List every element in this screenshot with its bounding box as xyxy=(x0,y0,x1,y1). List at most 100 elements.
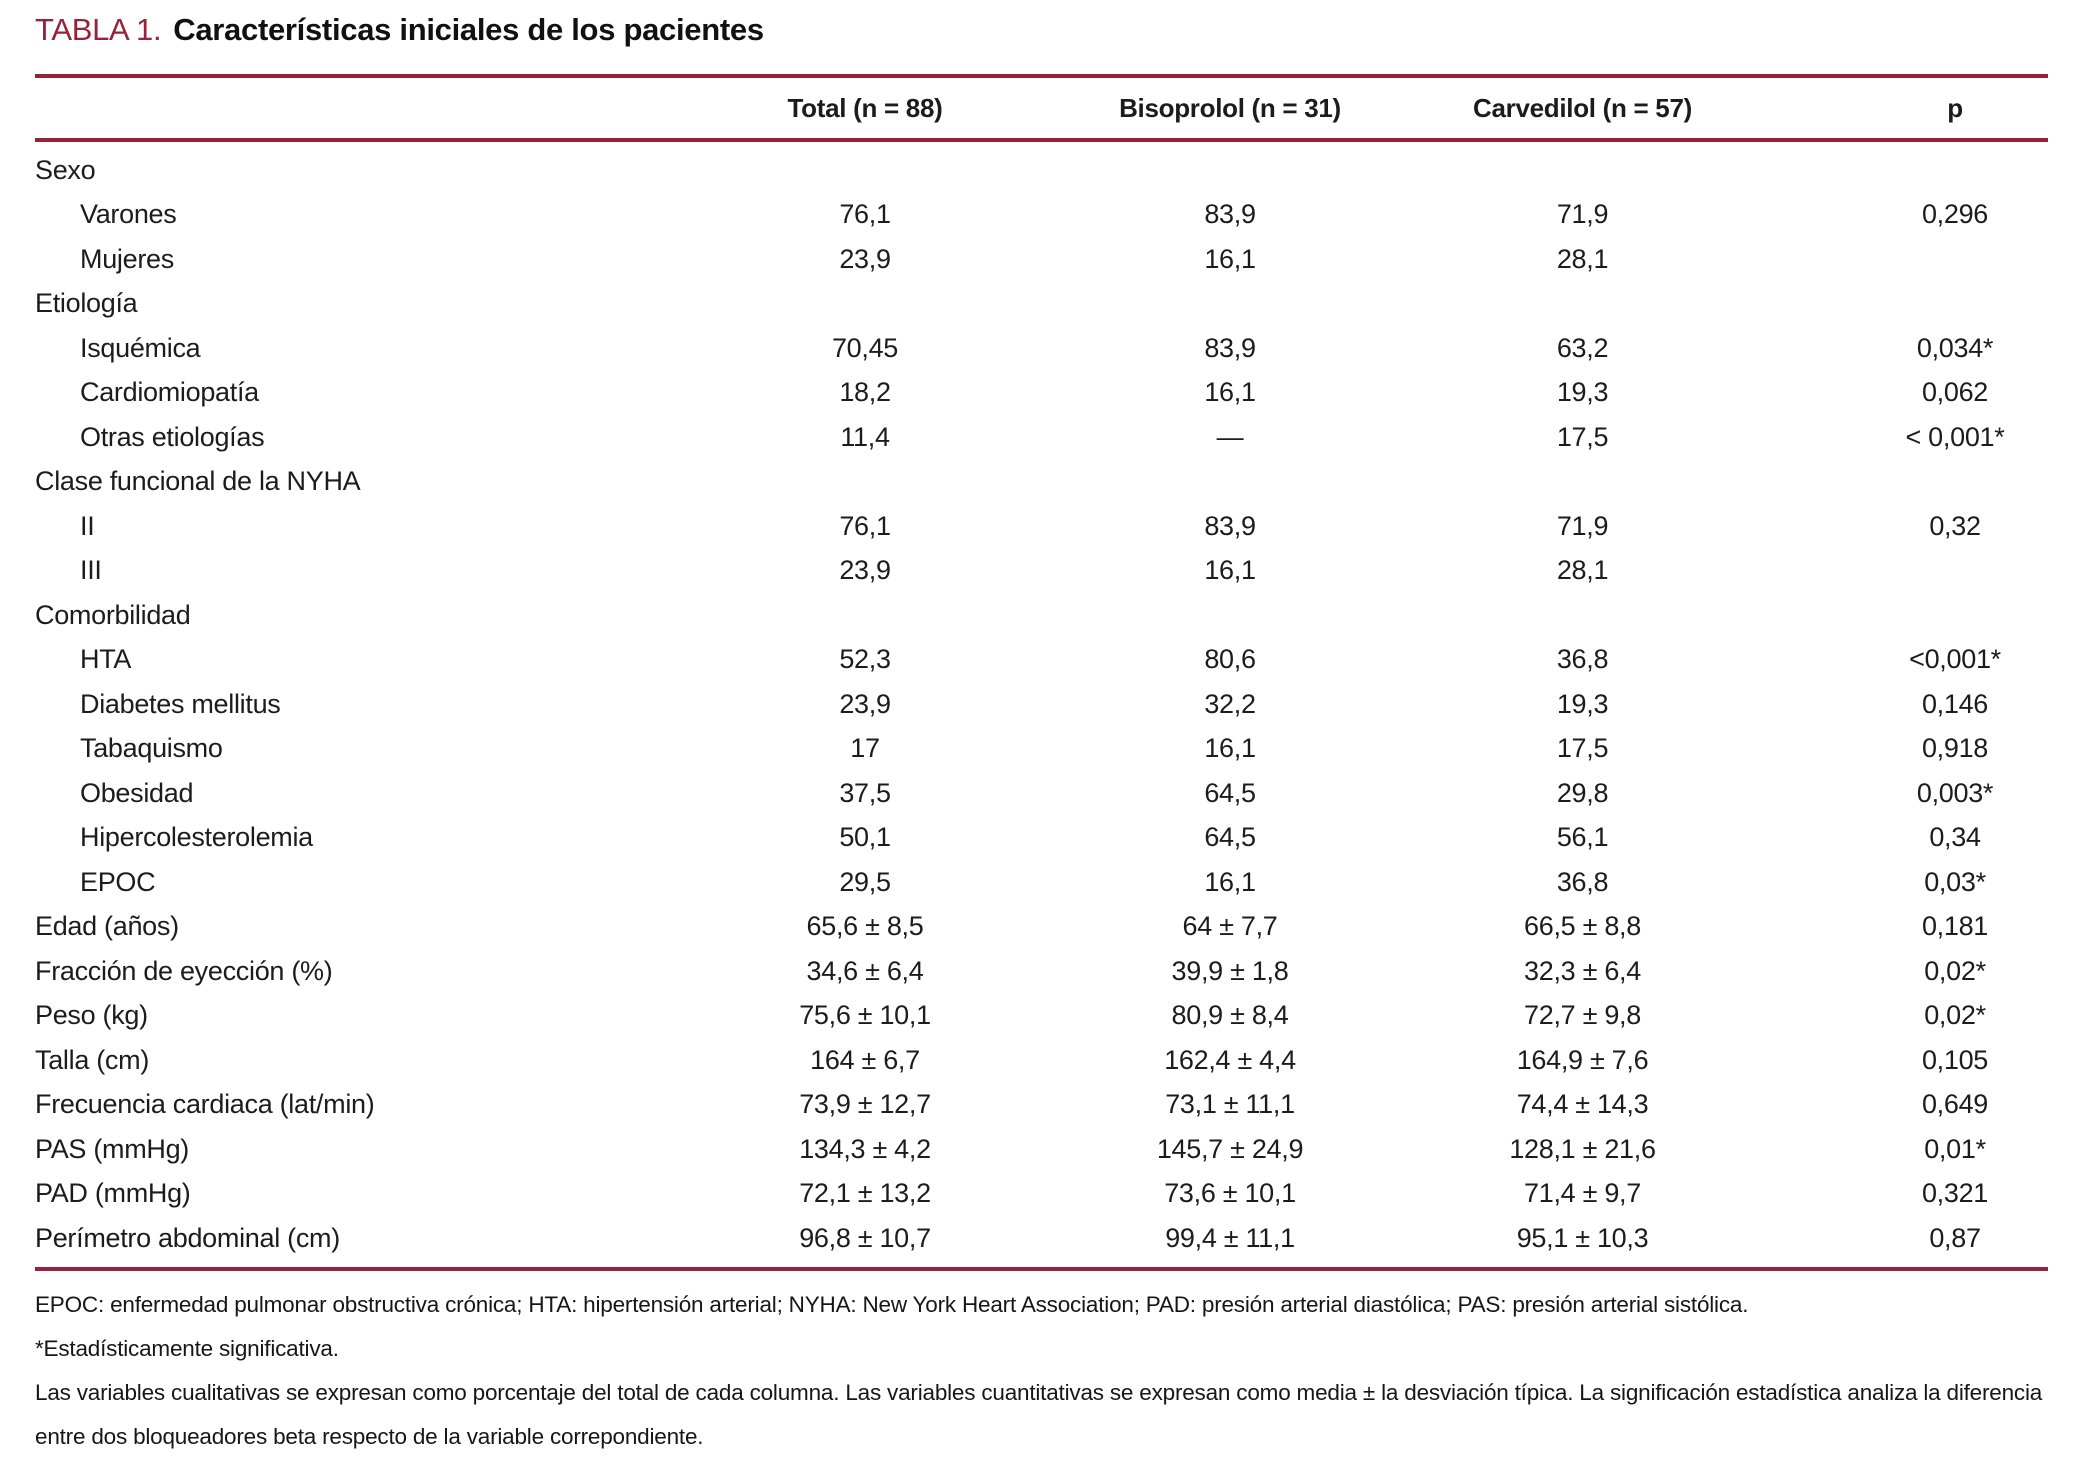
footnote-line: *Estadísticamente significativa. xyxy=(35,1335,339,1361)
row-value: 16,1 xyxy=(1204,243,1256,274)
table-row: Comorbilidad xyxy=(35,593,2048,638)
row-value: 0,34 xyxy=(1929,822,1981,853)
table-row: Isquémica 70,45 83,9 63,2 0,034* xyxy=(35,326,2048,371)
divider-header xyxy=(35,138,2048,142)
row-label: Peso (kg) xyxy=(35,1000,148,1031)
row-label: Fracción de eyección (%) xyxy=(35,955,333,986)
table-caption: Características iniciales de los pacient… xyxy=(173,12,764,47)
row-label: Mujeres xyxy=(80,243,174,274)
table-row: Clase funcional de la NYHA xyxy=(35,460,2048,505)
row-value: 29,5 xyxy=(839,866,891,897)
row-label: Isquémica xyxy=(80,332,201,363)
table-row: Sexo xyxy=(35,148,2048,193)
row-value: 16,1 xyxy=(1204,377,1256,408)
table-number: TABLA 1. xyxy=(35,12,162,47)
table-row: Cardiomiopatía 18,2 16,1 19,3 0,062 xyxy=(35,371,2048,416)
table-row: HTA 52,3 80,6 36,8 <0,001* xyxy=(35,638,2048,683)
table-title: TABLA 1. Características iniciales de los… xyxy=(35,10,2048,50)
row-label: III xyxy=(80,555,102,586)
row-value: 71,9 xyxy=(1556,199,1609,230)
row-value: 66,5 ± 8,8 xyxy=(1524,911,1641,942)
row-value: 75,6 ± 10,1 xyxy=(799,1000,931,1031)
header-p-value: p xyxy=(1947,93,1963,123)
footnote-line: EPOC: enfermedad pulmonar obstructiva cr… xyxy=(35,1291,1749,1317)
row-value: 99,4 ± 11,1 xyxy=(1165,1222,1295,1253)
row-value: 29,8 xyxy=(1556,777,1609,808)
row-label: Tabaquismo xyxy=(80,733,223,764)
table-row: Peso (kg) 75,6 ± 10,1 80,9 ± 8,4 72,7 ± 9,8… xyxy=(35,994,2048,1039)
table-row: Fracción de eyección (%) 34,6 ± 6,4 39,9 ±… xyxy=(35,949,2048,994)
row-value: 0,296 xyxy=(1921,199,1989,230)
row-value: 70,45 xyxy=(831,332,899,363)
table-body: Sexo Varones 76,1 83,9 71,9 0,296 Mujeres 23,9 1… xyxy=(35,142,2048,1267)
row-value: 64,5 xyxy=(1204,822,1256,853)
row-value: 17,5 xyxy=(1556,421,1609,452)
row-label: Sexo xyxy=(35,154,96,185)
row-label: Hipercolesterolemia xyxy=(80,822,313,853)
row-value: < 0,001* xyxy=(1905,421,2005,452)
row-value: 32,3 ± 6,4 xyxy=(1524,955,1641,986)
row-value: 71,4 ± 9,7 xyxy=(1524,1178,1641,1209)
row-value: 0,146 xyxy=(1921,688,1989,719)
header-total: Total (n = 88) xyxy=(787,93,943,123)
row-value: 0,87 xyxy=(1929,1222,1981,1253)
row-value: 73,9 ± 12,7 xyxy=(799,1089,931,1120)
table-row: Frecuencia cardiaca (lat/min) 73,9 ± 12,7… xyxy=(35,1083,2048,1128)
row-value: 0,918 xyxy=(1921,733,1989,764)
row-value: 162,4 ± 4,4 xyxy=(1164,1044,1296,1075)
row-value: 36,8 xyxy=(1556,644,1609,675)
row-value: 56,1 xyxy=(1556,822,1609,853)
row-value: 52,3 xyxy=(839,644,891,675)
row-value: 95,1 ± 10,3 xyxy=(1516,1222,1649,1253)
row-value: 72,1 ± 13,2 xyxy=(799,1178,931,1209)
row-value: 11,4 xyxy=(840,421,890,452)
row-label: Diabetes mellitus xyxy=(80,688,281,719)
row-label: II xyxy=(80,510,95,541)
row-value: 83,9 xyxy=(1204,510,1256,541)
table-row: Mujeres 23,9 16,1 28,1 xyxy=(35,237,2048,282)
row-value: 18,2 xyxy=(839,377,891,408)
row-value: 65,6 ± 8,5 xyxy=(806,911,924,942)
row-value: 0,321 xyxy=(1921,1178,1989,1209)
row-value: 83,9 xyxy=(1204,199,1256,230)
row-value: 76,1 xyxy=(839,510,891,541)
row-value: 145,7 ± 24,9 xyxy=(1156,1133,1304,1164)
row-value: 28,1 xyxy=(1556,243,1609,274)
row-value: 73,1 ± 11,1 xyxy=(1165,1089,1295,1120)
table-row: EPOC 29,5 16,1 36,8 0,03* xyxy=(35,860,2048,905)
row-value: 83,9 xyxy=(1204,332,1256,363)
row-label: Talla (cm) xyxy=(35,1044,150,1075)
row-label: Otras etiologías xyxy=(80,421,265,452)
row-label: Cardiomiopatía xyxy=(80,377,259,408)
table-row: Varones 76,1 83,9 71,9 0,296 xyxy=(35,193,2048,238)
table-row: PAD (mmHg) 72,1 ± 13,2 73,6 ± 10,1 71,4 ± 9… xyxy=(35,1172,2048,1217)
table-row: Tabaquismo 17 16,1 17,5 0,918 xyxy=(35,727,2048,772)
row-label: Varones xyxy=(80,199,177,230)
row-label: Perímetro abdominal (cm) xyxy=(35,1222,340,1253)
row-value: 164 ± 6,7 xyxy=(810,1044,920,1075)
table-row: Otras etiologías 11,4 — 17,5 < 0,001* xyxy=(35,415,2048,460)
row-value: 73,6 ± 10,1 xyxy=(1164,1178,1296,1209)
row-value: 19,3 xyxy=(1556,688,1609,719)
table-row: Hipercolesterolemia 50,1 64,5 56,1 0,34 xyxy=(35,816,2048,861)
row-value: 36,8 xyxy=(1556,866,1609,897)
row-label: HTA xyxy=(80,644,132,675)
row-value: 19,3 xyxy=(1556,377,1609,408)
row-label: Comorbilidad xyxy=(35,599,191,630)
row-value: 0,181 xyxy=(1921,911,1989,942)
row-value: 17,5 xyxy=(1556,733,1609,764)
row-value: 76,1 xyxy=(839,199,891,230)
row-value: 34,6 ± 6,4 xyxy=(806,955,924,986)
table-row: Obesidad 37,5 64,5 29,8 0,003* xyxy=(35,771,2048,816)
row-value: 23,9 xyxy=(839,555,891,586)
row-value: 0,105 xyxy=(1921,1044,1989,1075)
table-row: Perímetro abdominal (cm) 96,8 ± 10,7 99,4 … xyxy=(35,1216,2048,1261)
row-label: Clase funcional de la NYHA xyxy=(35,466,361,497)
row-value: 63,2 xyxy=(1556,332,1609,363)
row-value: 71,9 xyxy=(1556,510,1609,541)
row-value: 50,1 xyxy=(839,822,891,853)
row-value: 0,02* xyxy=(1924,1000,1986,1031)
divider-top xyxy=(35,74,2048,78)
row-value: 16,1 xyxy=(1204,555,1256,586)
